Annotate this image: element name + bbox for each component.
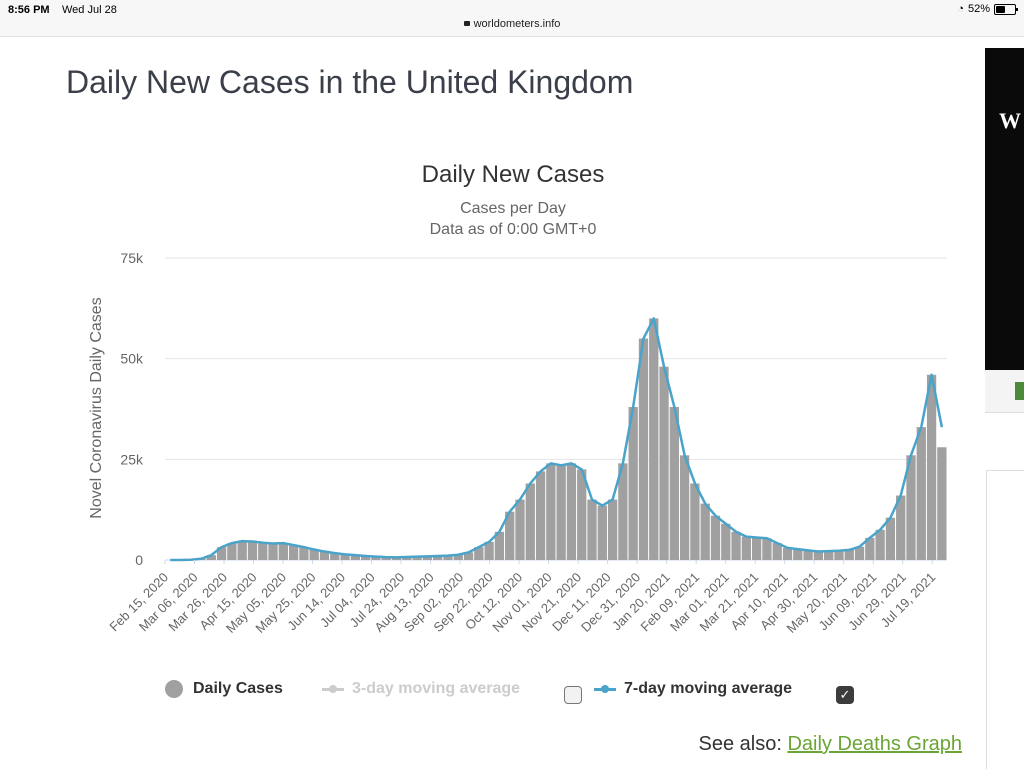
address-bar[interactable]: worldometers.info [0, 18, 1024, 30]
bar [238, 541, 247, 560]
legend-3day-label: 3-day moving average [352, 680, 520, 698]
seven-day-average-line [170, 318, 942, 560]
bar [752, 537, 761, 560]
y-axis-label: Novel Coronavirus Daily Cases [88, 297, 105, 518]
bar [649, 318, 658, 560]
y-tick-label: 0 [135, 552, 143, 568]
legend-daily-cases[interactable]: Daily Cases [165, 680, 283, 698]
chart-legend: Daily Cases 3-day moving average 7-day m… [0, 676, 1024, 706]
bar [834, 551, 843, 560]
bar [659, 367, 668, 560]
bar [690, 483, 699, 560]
status-indicators: ◔ 52% [957, 3, 1016, 15]
bar [917, 427, 926, 560]
legend-daily-cases-label: Daily Cases [193, 680, 283, 698]
legend-7day-marker [594, 682, 616, 696]
battery-icon [994, 4, 1016, 15]
toggle-3day-checkbox[interactable] [564, 686, 582, 704]
bar [875, 530, 884, 560]
legend-7day[interactable]: 7-day moving average [594, 680, 792, 698]
page-title: Daily New Cases in the United Kingdom [66, 64, 633, 101]
bar [701, 504, 710, 560]
bar [814, 552, 823, 560]
bar [783, 548, 792, 560]
wifi-icon: ◔ [957, 3, 964, 15]
bar [587, 500, 596, 560]
bar [536, 471, 545, 560]
chart-data-date: Data as of 0:00 GMT+0 [430, 221, 597, 238]
y-tick-label: 50k [120, 351, 144, 367]
bar [711, 516, 720, 560]
y-tick-label: 25k [120, 451, 144, 467]
daily-deaths-link[interactable]: Daily Deaths Graph [787, 733, 962, 755]
legend-3day[interactable]: 3-day moving average [322, 680, 520, 698]
bar [546, 463, 555, 560]
bar [731, 532, 740, 560]
status-bar: 8:56 PM Wed Jul 28 worldometers.info ◔ 5… [0, 0, 1024, 37]
bar [258, 543, 267, 560]
see-also-prefix: See also: [699, 733, 782, 755]
battery-percent: 52% [968, 3, 990, 15]
bar [577, 469, 586, 560]
legend-daily-cases-marker [165, 680, 183, 698]
bar [762, 538, 771, 560]
status-date: Wed Jul 28 [62, 4, 117, 16]
bar [289, 545, 298, 560]
bar [937, 447, 946, 560]
toggle-7day-checkbox[interactable]: ✓ [836, 686, 854, 704]
bar [598, 506, 607, 560]
status-time: 8:56 PM [8, 4, 50, 16]
bar [248, 541, 257, 560]
y-tick-label: 75k [120, 250, 144, 266]
bar [670, 407, 679, 560]
url-text: worldometers.info [474, 18, 561, 30]
bar [268, 543, 277, 560]
bar [515, 500, 524, 560]
bar [721, 524, 730, 560]
bar [927, 375, 936, 560]
bar [680, 455, 689, 560]
bar [742, 537, 751, 560]
bar [639, 339, 648, 560]
legend-7day-label: 7-day moving average [624, 680, 792, 698]
bar [608, 500, 617, 560]
chart-title: Daily New Cases [422, 161, 605, 188]
bar [557, 465, 566, 560]
bar [526, 483, 535, 560]
chart-subtitle: Cases per Day [460, 200, 566, 217]
daily-cases-chart: Daily New Cases Cases per Day Data as of… [0, 140, 1024, 680]
see-also: See also: Daily Deaths Graph [699, 733, 962, 756]
bar [279, 543, 288, 560]
ad-logo-letter: W [999, 108, 1021, 134]
lock-icon [464, 21, 470, 26]
bar [567, 463, 576, 560]
bar [845, 550, 854, 560]
legend-3day-marker [322, 682, 344, 696]
bar [886, 518, 895, 560]
